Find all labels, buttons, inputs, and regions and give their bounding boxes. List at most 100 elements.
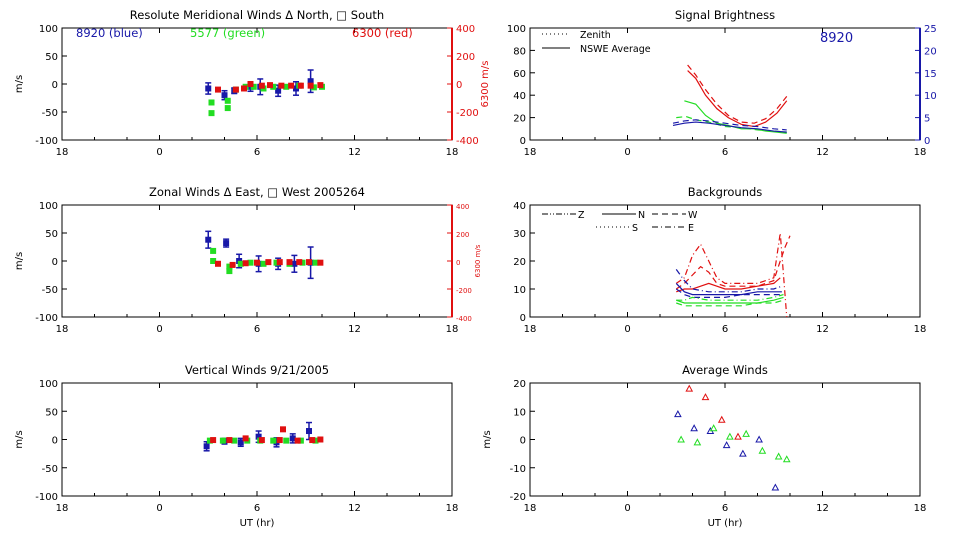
plot-frame — [529, 204, 921, 318]
y-tick-label: 0 — [52, 257, 58, 268]
x-tick-label: 18 — [524, 147, 537, 158]
data-point-red — [242, 435, 249, 442]
data-point-green — [283, 83, 290, 90]
data-point-red — [309, 437, 316, 444]
x-tick-label: 0 — [624, 147, 630, 158]
series-line-blue — [675, 269, 783, 293]
right-y-tick-label: 10 — [924, 91, 937, 102]
x-tick-label: 0 — [156, 324, 162, 335]
data-point-green — [742, 429, 750, 437]
right-y-tick-label: -400 — [456, 315, 472, 323]
series-line-blue — [672, 119, 787, 131]
data-point-green — [224, 97, 231, 104]
data-point-red — [242, 260, 249, 267]
data-point-blue — [674, 410, 682, 418]
data-point-green — [677, 435, 685, 443]
data-point-green — [219, 437, 226, 444]
legend-label: NSWE Average — [580, 44, 651, 55]
right-y-tick-label: 0 — [456, 80, 462, 91]
data-point-red — [215, 260, 221, 267]
x-tick-label: 18 — [446, 324, 459, 335]
x-axis-label: UT (hr) — [240, 518, 275, 529]
series-line-blue — [675, 288, 782, 298]
x-tick-label: 0 — [624, 503, 630, 514]
legend-label: Zenith — [580, 30, 611, 41]
data-point-green — [709, 424, 718, 432]
right-y-tick-label: -400 — [456, 136, 479, 147]
x-tick-label: 0 — [156, 147, 162, 158]
x-tick-label: 6 — [254, 147, 260, 158]
y-tick-label: 10 — [513, 285, 526, 296]
x-tick-label: 12 — [348, 503, 361, 514]
x-tick-label: 18 — [524, 503, 537, 514]
x-tick-label: 6 — [722, 147, 728, 158]
data-point-green — [208, 99, 215, 106]
y-tick-label: 0 — [52, 80, 58, 91]
series-line-green — [676, 299, 784, 307]
x-tick-label: 18 — [524, 324, 537, 335]
data-point-red — [280, 426, 286, 433]
data-point-green — [312, 259, 319, 266]
data-point-red — [278, 82, 285, 89]
data-point-green — [226, 268, 233, 275]
data-point-green — [210, 247, 217, 254]
data-point-green — [208, 110, 215, 117]
x-tick-label: 18 — [446, 503, 459, 514]
series-line-red — [687, 64, 788, 124]
data-point-green — [224, 105, 231, 112]
plot-area — [672, 64, 788, 134]
y-tick-label: 10 — [513, 407, 526, 418]
plot-area — [205, 230, 324, 280]
data-point-red — [258, 82, 265, 89]
y-tick-label: 40 — [513, 201, 526, 212]
series-annotation: 6300 (red) — [352, 26, 413, 40]
x-tick-label: 18 — [914, 324, 927, 335]
y-tick-label: 50 — [45, 229, 58, 240]
series-line-green — [676, 294, 784, 301]
x-tick-label: 12 — [816, 324, 829, 335]
x-tick-label: 12 — [348, 324, 361, 335]
data-point-green — [782, 455, 791, 463]
data-point-blue — [289, 435, 296, 442]
y-tick-label: 100 — [39, 201, 58, 212]
y-tick-label: -100 — [35, 492, 58, 503]
data-point-blue — [203, 443, 210, 450]
y-tick-label: 20 — [513, 114, 526, 125]
data-point-blue — [739, 449, 747, 457]
y-tick-label: 0 — [52, 436, 58, 447]
data-point-red — [286, 259, 293, 266]
y-tick-label: -50 — [42, 108, 58, 119]
x-tick-label: 6 — [722, 324, 728, 335]
plot-area — [205, 69, 325, 117]
right-y-tick-label: 0 — [924, 136, 930, 147]
data-point-red — [294, 437, 301, 444]
y-tick-label: -50 — [42, 464, 58, 475]
x-tick-label: 12 — [348, 147, 361, 158]
data-point-red — [254, 259, 260, 266]
legend-label: E — [688, 223, 694, 234]
series-annotation: 8920 (blue) — [76, 26, 143, 40]
data-point-red — [215, 86, 221, 93]
data-point-green — [270, 437, 277, 444]
y-axis-label: m/s — [14, 75, 25, 93]
series-line-red — [675, 235, 791, 290]
y-tick-label: 40 — [513, 91, 526, 102]
y-axis-label: m/s — [482, 430, 493, 448]
right-axis-label: 6300 m/s — [474, 244, 482, 277]
data-point-red — [288, 82, 295, 89]
legend-label: N — [638, 210, 645, 221]
x-tick-label: 6 — [722, 503, 728, 514]
x-tick-label: 0 — [624, 324, 630, 335]
y-tick-label: 20 — [513, 257, 526, 268]
y-tick-label: -10 — [510, 464, 526, 475]
data-point-blue — [722, 441, 731, 449]
plot-area — [674, 384, 791, 491]
chart-title: Vertical Winds 9/21/2005 — [185, 363, 329, 377]
data-point-red — [317, 436, 324, 443]
data-point-green — [237, 260, 244, 267]
legend-label: Z — [578, 210, 585, 221]
x-tick-label: 18 — [56, 147, 69, 158]
data-point-green — [774, 452, 783, 460]
data-point-blue — [237, 439, 244, 446]
